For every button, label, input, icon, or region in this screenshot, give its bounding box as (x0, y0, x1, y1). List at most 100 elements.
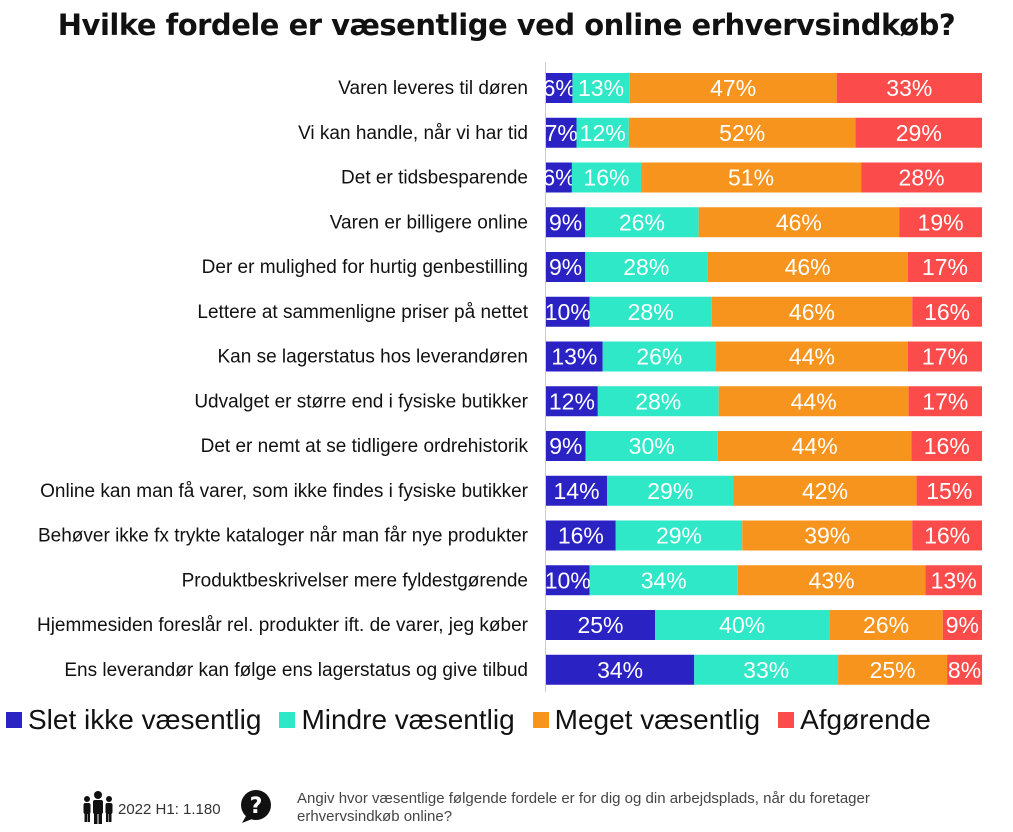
category-label: Hjemmesiden foreslår rel. produkter ift.… (37, 615, 529, 636)
data-label: 25% (870, 657, 916, 683)
bar-segment (836, 73, 982, 103)
data-label: 52% (719, 120, 765, 146)
bar-segment (829, 610, 943, 640)
bar-segment (546, 565, 590, 596)
data-label: 16% (924, 523, 970, 549)
bar-segment (546, 431, 586, 461)
bar-segment (546, 610, 655, 640)
legend-label: Meget væsentlig (554, 704, 761, 735)
question-icon: ? (241, 790, 271, 823)
bar-segment (585, 252, 708, 282)
bar-segment (546, 207, 586, 238)
data-label: 30% (629, 433, 675, 459)
category-label: Varen er billigere online (330, 212, 528, 233)
data-label: 47% (710, 75, 756, 101)
bar-segment (912, 296, 982, 327)
data-label: 46% (789, 299, 835, 325)
bar-segment (707, 252, 908, 282)
data-label: 7% (545, 120, 578, 146)
bar-segment (571, 162, 641, 193)
data-label: 16% (924, 433, 970, 459)
data-label: 26% (636, 344, 682, 370)
bar-segment (546, 162, 572, 193)
legend-swatch (532, 712, 549, 728)
data-label: 26% (863, 612, 909, 638)
data-label: 33% (886, 75, 932, 101)
data-label: 9% (549, 209, 582, 235)
bar-segment (698, 207, 900, 238)
data-label: 6% (543, 75, 576, 101)
bar-segment (737, 565, 926, 596)
data-label: 39% (804, 523, 850, 549)
stacked-bar-chart: Varen leveres til døren 6% 13% 47% 33%Vi kan… (37, 62, 982, 692)
bar-segment (546, 386, 598, 417)
chart-title: Hvilke fordele er væsentlige ved online … (57, 8, 956, 42)
bar-segment (585, 431, 718, 461)
bar-segment (572, 73, 630, 103)
data-label: 33% (743, 657, 789, 683)
bar-segment (589, 296, 712, 327)
bar-segment (916, 475, 982, 506)
bar-segment (585, 207, 699, 238)
category-label: Der er mulighed for hurtig genbestilling (202, 257, 528, 278)
category-label: Varen leveres til døren (338, 78, 528, 99)
bar-segment (925, 565, 982, 596)
data-label: 26% (619, 209, 665, 235)
data-label: 29% (647, 478, 693, 504)
bars-group: Varen leveres til døren 6% 13% 47% 33%Vi kan… (37, 73, 982, 685)
category-label: Produktbeskrivelser mere fyldestgørende (182, 570, 528, 591)
bar-segment (838, 654, 948, 685)
bar-segment (912, 520, 982, 551)
data-label: 6% (542, 165, 575, 191)
bar-segment (911, 431, 982, 461)
data-label: 25% (577, 612, 623, 638)
data-label: 9% (549, 433, 582, 459)
bar-segment (861, 162, 982, 193)
bar-segment (607, 475, 734, 506)
question-note: Angiv hvor væsentlige følgende fordele e… (297, 790, 870, 825)
data-label: 28% (635, 388, 681, 414)
data-label: 15% (926, 478, 972, 504)
category-label: Udvalget er større end i fysiske butikke… (194, 391, 528, 412)
data-label: 16% (924, 299, 970, 325)
data-label: 40% (719, 612, 765, 638)
svg-text:?: ? (250, 794, 263, 819)
category-label: Ens leverandør kan følge ens lagerstatus… (64, 660, 528, 681)
legend-swatch (778, 712, 795, 728)
legend-label: Mindre væsentlig (301, 704, 515, 735)
data-label: 16% (558, 523, 604, 549)
bar-segment (589, 565, 738, 596)
bar-segment (716, 341, 908, 372)
bar-segment (602, 341, 717, 372)
data-label: 8% (948, 657, 981, 683)
legend-item: Mindre væsentlig (279, 704, 515, 736)
category-label: Kan se lagerstatus hos leverandøren (217, 347, 528, 368)
data-label: 13% (578, 75, 624, 101)
bar-segment (640, 162, 862, 193)
legend-swatch (6, 712, 22, 728)
data-label: 29% (896, 120, 942, 146)
data-label: 43% (809, 567, 855, 593)
bar-segment (711, 296, 913, 327)
bar-segment (546, 520, 616, 551)
bar-segment (907, 252, 982, 282)
data-label: 10% (545, 567, 591, 593)
bar-segment (546, 117, 577, 148)
data-label: 46% (776, 209, 822, 235)
legend-item: Afgørende (778, 704, 931, 736)
data-label: 44% (791, 388, 837, 414)
bar-segment (908, 386, 982, 417)
legend-label: Afgørende (800, 704, 931, 735)
data-label: 14% (553, 478, 599, 504)
bar-segment (733, 475, 917, 506)
bar-segment (546, 73, 573, 103)
data-label: 17% (922, 344, 968, 370)
data-label: 44% (789, 344, 835, 370)
bar-segment (899, 207, 982, 238)
data-label: 34% (641, 567, 687, 593)
legend-item: Slet ikke væsentlig (6, 704, 261, 736)
bar-segment (576, 117, 629, 148)
data-label: 28% (623, 254, 669, 280)
data-label: 17% (922, 254, 968, 280)
bar-segment (942, 610, 982, 640)
